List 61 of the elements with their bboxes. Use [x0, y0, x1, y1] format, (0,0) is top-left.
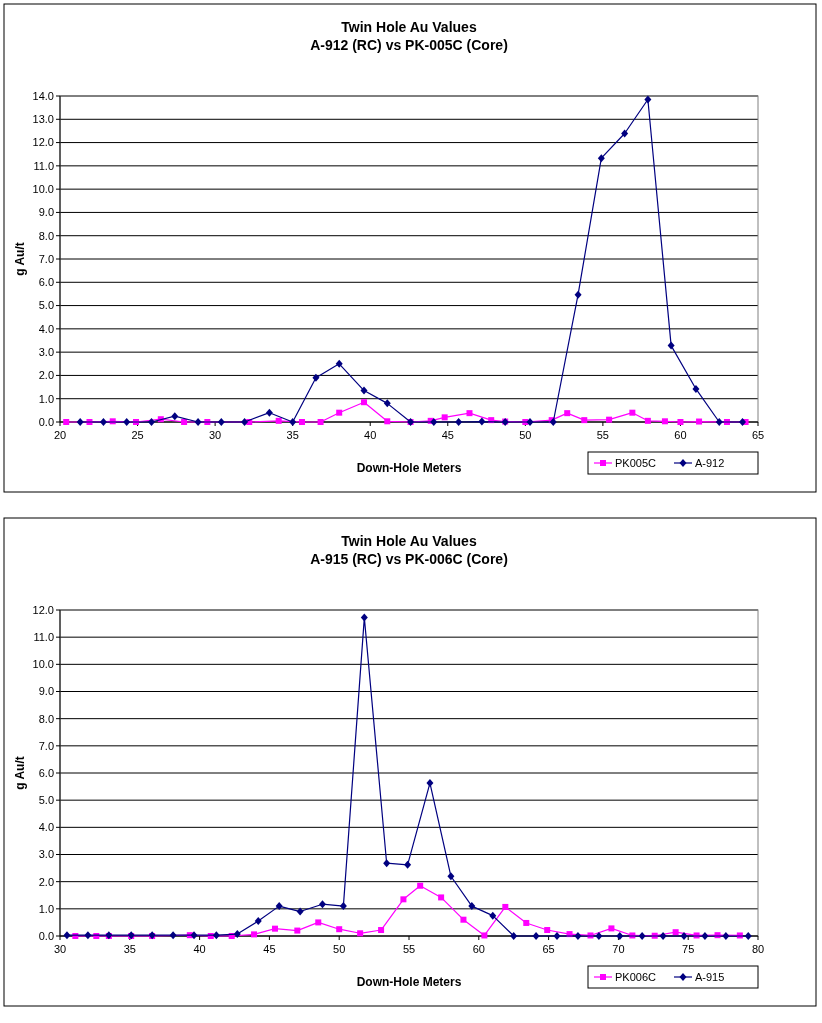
- x-tick-label: 60: [674, 429, 687, 441]
- x-tick-label: 25: [131, 429, 144, 441]
- x-tick-label: 80: [751, 943, 765, 955]
- y-axis-title: g Au/t: [13, 756, 27, 790]
- x-tick-label: 65: [751, 429, 765, 441]
- chart-subtitle: A-912 (RC) vs PK-005C (Core): [310, 37, 508, 53]
- x-tick-label: 50: [333, 943, 346, 955]
- y-tick-label: 12.0: [32, 136, 54, 149]
- legend-label: A-915: [695, 970, 725, 983]
- y-tick-label: 11.0: [33, 159, 54, 172]
- y-tick-label: 0.0: [38, 415, 54, 428]
- y-tick-label: 3.0: [38, 848, 54, 861]
- x-tick-label: 40: [193, 943, 206, 955]
- x-tick-label: 55: [402, 943, 416, 955]
- y-tick-label: 14.0: [32, 89, 54, 102]
- y-tick-label: 10.0: [32, 658, 54, 671]
- chart-subtitle: A-915 (RC) vs PK-006C (Core): [310, 551, 508, 567]
- y-axis-title: g Au/t: [13, 242, 27, 276]
- y-tick-label: 9.0: [38, 685, 54, 698]
- x-tick-label: 55: [596, 429, 610, 441]
- y-tick-label: 7.0: [38, 252, 54, 265]
- legend-label: A-912: [695, 456, 725, 469]
- x-tick-label: 45: [263, 943, 276, 955]
- x-tick-label: 35: [286, 429, 299, 441]
- x-tick-label: 30: [53, 943, 67, 955]
- x-tick-label: 40: [364, 429, 377, 441]
- y-tick-label: 4.0: [38, 322, 54, 335]
- y-tick-label: 13.0: [32, 113, 54, 126]
- x-axis-title: Down-Hole Meters: [356, 461, 462, 475]
- y-tick-label: 3.0: [38, 345, 54, 358]
- y-tick-label: 8.0: [38, 229, 54, 242]
- x-tick-label: 65: [542, 943, 555, 955]
- y-tick-label: 1.0: [38, 902, 54, 915]
- y-tick-label: 4.0: [38, 821, 54, 834]
- y-tick-label: 10.0: [32, 182, 54, 195]
- chart-title: Twin Hole Au Values: [341, 533, 477, 549]
- y-tick-label: 12.0: [32, 603, 54, 616]
- chart-title: Twin Hole Au Values: [341, 19, 477, 35]
- y-tick-label: 0.0: [38, 929, 54, 942]
- legend-label: PK006C: [615, 970, 657, 983]
- y-tick-label: 5.0: [38, 794, 54, 807]
- y-tick-label: 11.0: [33, 631, 54, 644]
- y-tick-label: 1.0: [38, 392, 54, 405]
- x-tick-label: 45: [441, 429, 454, 441]
- legend-label: PK005C: [615, 456, 657, 469]
- y-tick-label: 9.0: [38, 206, 54, 219]
- x-tick-label: 70: [612, 943, 625, 955]
- x-tick-label: 30: [208, 429, 222, 441]
- x-tick-label: 60: [472, 943, 485, 955]
- y-tick-label: 2.0: [38, 369, 54, 382]
- y-tick-label: 8.0: [38, 712, 54, 725]
- x-axis-title: Down-Hole Meters: [356, 975, 462, 989]
- x-tick-label: 50: [519, 429, 532, 441]
- y-tick-label: 5.0: [38, 299, 54, 312]
- x-tick-label: 20: [53, 429, 67, 441]
- x-tick-label: 75: [682, 943, 695, 955]
- y-tick-label: 7.0: [38, 739, 54, 752]
- y-tick-label: 2.0: [38, 875, 54, 888]
- x-tick-label: 35: [123, 943, 136, 955]
- y-tick-label: 6.0: [38, 766, 54, 779]
- y-tick-label: 6.0: [38, 276, 54, 289]
